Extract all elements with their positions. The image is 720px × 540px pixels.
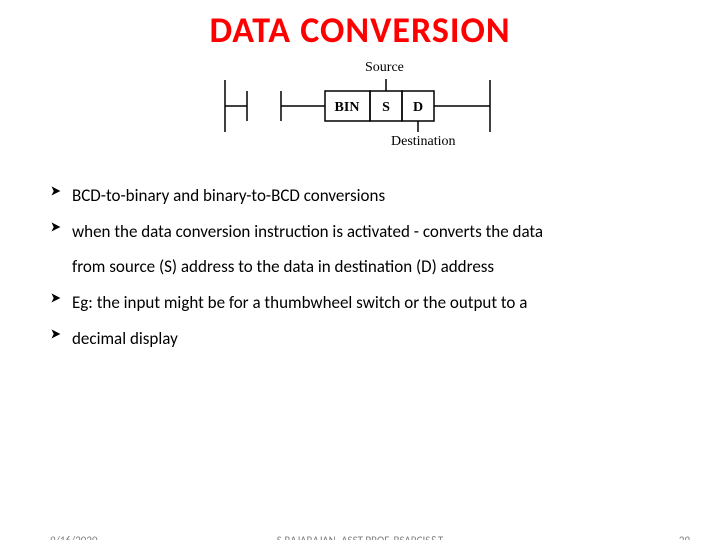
bullet-item: when the data conversion instruction is … bbox=[50, 214, 690, 250]
bullet-continuation: from source (S) address to the data in d… bbox=[50, 249, 720, 285]
bullet-item: decimal display bbox=[50, 321, 690, 357]
bullet-item: BCD-to-binary and binary-to-BCD conversi… bbox=[50, 178, 690, 214]
bullet-list: BCD-to-binary and binary-to-BCD conversi… bbox=[0, 178, 720, 249]
box-d: D bbox=[413, 100, 423, 115]
box-bin: BIN bbox=[335, 100, 360, 115]
diagram-svg: BIN S D bbox=[215, 58, 505, 158]
bullet-list-2: Eg: the input might be for a thumbwheel … bbox=[0, 285, 720, 356]
destination-label: Destination bbox=[391, 134, 456, 150]
source-label: Source bbox=[365, 60, 404, 76]
bullet-item: Eg: the input might be for a thumbwheel … bbox=[50, 285, 690, 321]
box-s: S bbox=[382, 100, 390, 115]
footer-page: 29 bbox=[679, 534, 690, 540]
ladder-diagram: Source Destination bbox=[215, 58, 505, 158]
footer-author: S RAJARAJAN_ASST PROF, BSARCIS&T bbox=[0, 534, 720, 540]
diagram-container: Source Destination bbox=[0, 58, 720, 158]
page-title: DATA CONVERSION bbox=[0, 8, 720, 52]
